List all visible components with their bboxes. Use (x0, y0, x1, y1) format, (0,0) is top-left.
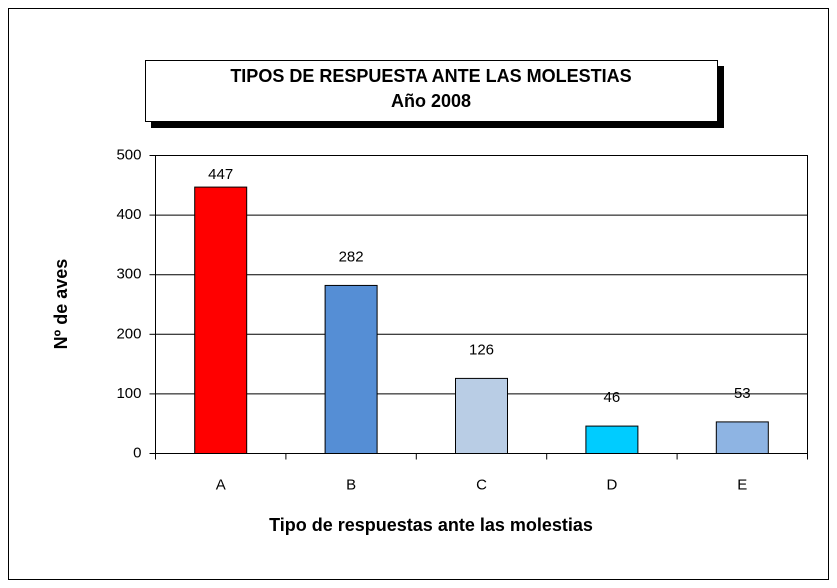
chart-title: TIPOS DE RESPUESTA ANTE LAS MOLESTIAS (230, 66, 631, 86)
y-axis-label: Nº de aves (51, 259, 71, 350)
data-label: 53 (734, 385, 751, 402)
bar (585, 425, 639, 455)
x-tick-label: B (346, 476, 356, 493)
data-label: 447 (208, 166, 233, 183)
title-box (145, 60, 718, 122)
y-tick-label: 500 (116, 146, 141, 163)
bar (194, 186, 248, 454)
x-tick-label: C (476, 476, 487, 493)
data-label: 46 (604, 389, 621, 406)
data-label: 282 (339, 248, 364, 265)
x-tick-label: A (216, 476, 226, 493)
y-tick-label: 0 (133, 444, 141, 461)
y-tick-label: 100 (116, 385, 141, 402)
x-tick-label: E (737, 476, 747, 493)
x-tick-label: D (606, 476, 617, 493)
bar (455, 377, 508, 454)
y-tick-label: 400 (116, 206, 141, 223)
x-axis-label: Tipo de respuestas ante las molestias (269, 515, 593, 535)
y-tick-label: 200 (116, 325, 141, 342)
y-tick-label: 300 (116, 266, 141, 283)
bar (715, 421, 769, 454)
bar (324, 284, 378, 455)
data-label: 126 (469, 341, 494, 358)
chart-subtitle: Año 2008 (391, 91, 471, 111)
